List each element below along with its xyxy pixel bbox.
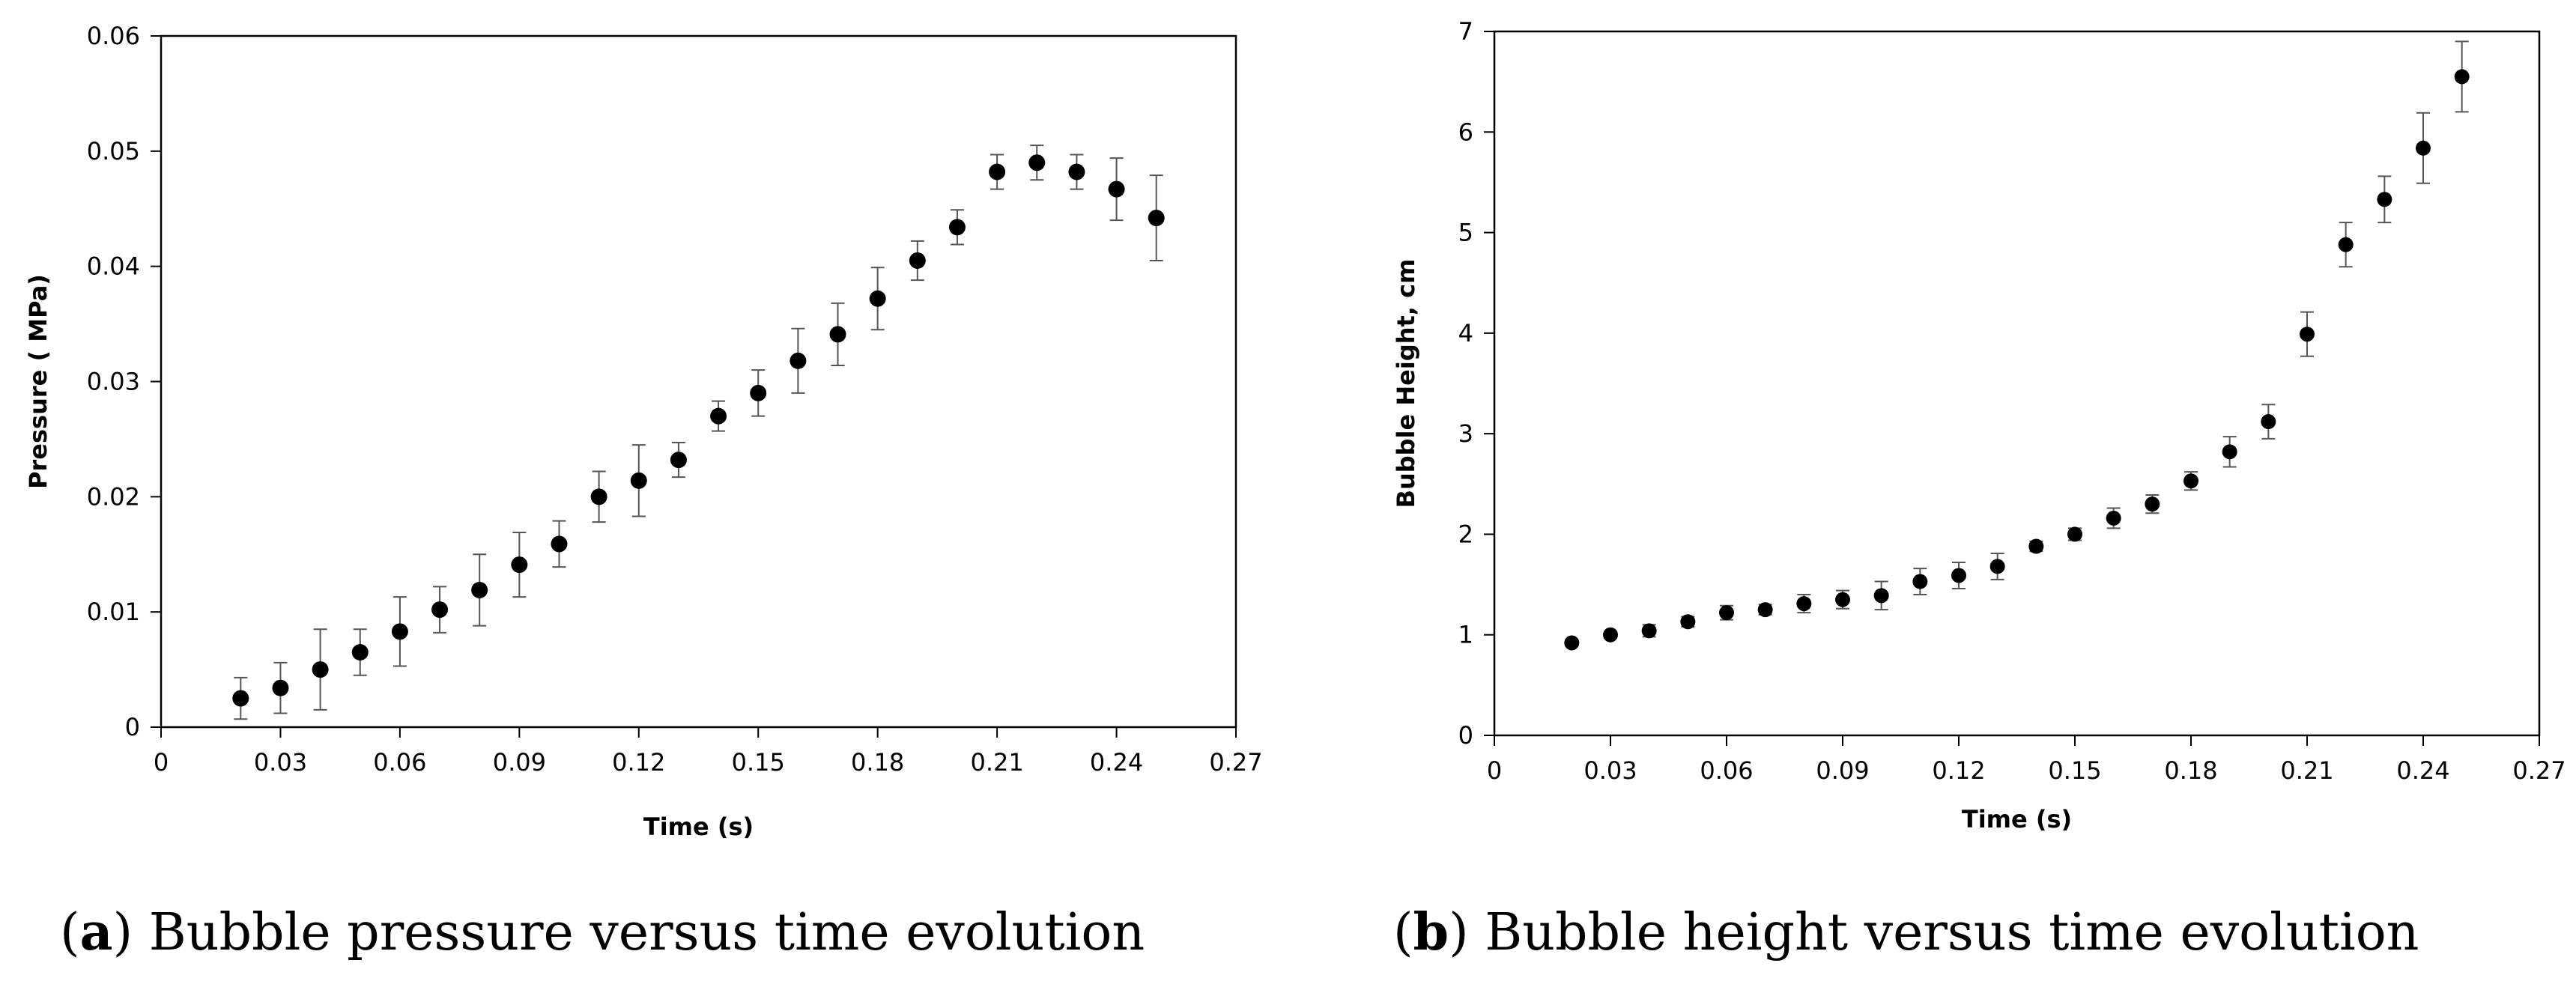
pressure-x-tick-label: 0.27 xyxy=(1209,748,1262,777)
caption-b: (b) Bubble height versus time evolution xyxy=(1393,902,2419,962)
height-x-tick-label: 0 xyxy=(1487,756,1502,785)
caption-a: (a) Bubble pressure versus time evolutio… xyxy=(60,902,1145,962)
height-data-point xyxy=(2338,237,2354,252)
pressure-data-point xyxy=(1028,154,1046,171)
pressure-y-tick-label: 0.05 xyxy=(87,137,140,165)
pressure-data-point xyxy=(829,326,846,343)
height-plot-frame xyxy=(1493,30,2541,737)
caption-b-text: Bubble height versus time evolution xyxy=(1485,903,2419,962)
pressure-x-tick-label: 0 xyxy=(154,748,169,777)
height-data-point xyxy=(1564,635,1580,651)
height-x-tick-label: 0.27 xyxy=(2512,756,2566,785)
pressure-chart: 0 0.03 0.06 0.09 0.12 0.15 0.18 0.21 0.24 0.27 0 0.… xyxy=(24,22,1263,841)
height-data-point xyxy=(1989,559,2005,574)
height-data-point xyxy=(2261,414,2276,430)
height-x-tick-label: 0.18 xyxy=(2164,756,2217,785)
pressure-y-tick-label: 0.06 xyxy=(87,22,140,50)
pressure-data-point xyxy=(232,690,249,707)
height-y-tick-label: 2 xyxy=(1458,520,1473,548)
height-x-axis-label: Time (s) xyxy=(1962,805,2072,833)
height-y-tick-label: 1 xyxy=(1458,621,1473,649)
height-data-point xyxy=(1796,596,1812,612)
height-data-point xyxy=(1835,592,1850,607)
pressure-data-point xyxy=(511,556,528,574)
pressure-y-tick-label: 0.03 xyxy=(87,368,140,396)
height-data-point xyxy=(2300,327,2315,342)
height-data-point xyxy=(1873,588,1889,604)
height-data-point xyxy=(2454,69,2470,85)
caption-a-letter: a xyxy=(80,902,113,962)
pressure-data-point xyxy=(948,219,966,236)
height-y-tick-label: 0 xyxy=(1458,721,1473,750)
pressure-data-point xyxy=(630,472,647,489)
pressure-x-tick-label: 0.21 xyxy=(970,748,1023,777)
pressure-data-point xyxy=(551,535,568,553)
pressure-y-tick-label: 0.04 xyxy=(87,252,140,281)
pressure-data-point xyxy=(1068,163,1085,180)
pressure-x-tick-label: 0.09 xyxy=(493,748,546,777)
height-data-point xyxy=(1603,627,1618,643)
height-y-tick-label: 6 xyxy=(1458,118,1473,146)
pressure-data-point xyxy=(272,679,289,696)
pressure-y-tick-label: 0.01 xyxy=(87,598,140,626)
height-data-point xyxy=(2067,526,2082,542)
height-data-point xyxy=(2416,140,2431,156)
height-data-point xyxy=(2106,510,2121,526)
pressure-data-point xyxy=(431,601,449,619)
pressure-data-point xyxy=(312,661,329,678)
height-y-tick-label: 4 xyxy=(1458,319,1473,347)
height-data-point xyxy=(2222,444,2237,460)
height-y-tick-label: 7 xyxy=(1458,17,1473,46)
pressure-data-point xyxy=(391,623,408,640)
pressure-y-tick-label: 0 xyxy=(125,713,140,741)
height-x-tick-label: 0.15 xyxy=(2048,756,2101,785)
pressure-data-point xyxy=(590,488,607,505)
height-data-point xyxy=(2377,192,2392,207)
pressure-x-tick-label: 0.06 xyxy=(373,748,426,777)
height-data-point xyxy=(2028,538,2044,554)
pressure-x-axis-label: Time (s) xyxy=(643,813,754,841)
height-data-point xyxy=(1641,623,1657,639)
pressure-data-point xyxy=(750,384,767,401)
height-x-tick-label: 0.21 xyxy=(2280,756,2333,785)
pressure-plot-frame xyxy=(160,34,1237,729)
pressure-data-point xyxy=(471,581,488,598)
pressure-data-point xyxy=(351,644,369,661)
pressure-y-tick-label: 0.02 xyxy=(87,482,140,511)
height-data-point xyxy=(1912,574,1928,589)
pressure-data-point xyxy=(1108,180,1125,198)
pressure-x-tick-label: 0.18 xyxy=(851,748,904,777)
pressure-data-point xyxy=(989,163,1006,180)
pressure-data-point xyxy=(1148,210,1165,227)
height-data-point xyxy=(1951,568,1966,583)
pressure-data-point xyxy=(790,352,807,369)
height-y-tick-label: 3 xyxy=(1458,419,1473,448)
height-x-tick-label: 0.09 xyxy=(1816,756,1869,785)
height-data-point xyxy=(1719,605,1734,621)
caption-b-letter: b xyxy=(1413,902,1449,962)
pressure-data-point xyxy=(710,407,727,425)
pressure-x-tick-label: 0.12 xyxy=(612,748,665,777)
height-data-point xyxy=(1757,602,1773,618)
height-x-tick-label: 0.12 xyxy=(1932,756,1985,785)
bubble-height-chart: 0 0.03 0.06 0.09 0.12 0.15 0.18 0.21 0.24 0.27 0 1 2… xyxy=(1392,17,2566,833)
caption-a-text: Bubble pressure versus time evolution xyxy=(149,903,1145,962)
height-y-tick-label: 5 xyxy=(1458,219,1473,247)
pressure-data-point xyxy=(909,252,926,269)
height-y-axis-label: Bubble Height, cm xyxy=(1392,259,1420,508)
height-x-tick-label: 0.06 xyxy=(1700,756,1753,785)
pressure-x-tick-label: 0.24 xyxy=(1090,748,1143,777)
height-data-point xyxy=(2183,473,2198,489)
height-data-point xyxy=(2145,496,2160,512)
pressure-x-tick-label: 0.15 xyxy=(732,748,785,777)
height-x-tick-label: 0.24 xyxy=(2396,756,2449,785)
height-data-point xyxy=(1680,614,1696,630)
pressure-data-point xyxy=(670,452,687,469)
height-x-tick-label: 0.03 xyxy=(1584,756,1637,785)
pressure-y-axis-label: Pressure ( MPa) xyxy=(24,274,52,489)
pressure-x-tick-label: 0.03 xyxy=(254,748,307,777)
pressure-data-point xyxy=(869,290,886,307)
